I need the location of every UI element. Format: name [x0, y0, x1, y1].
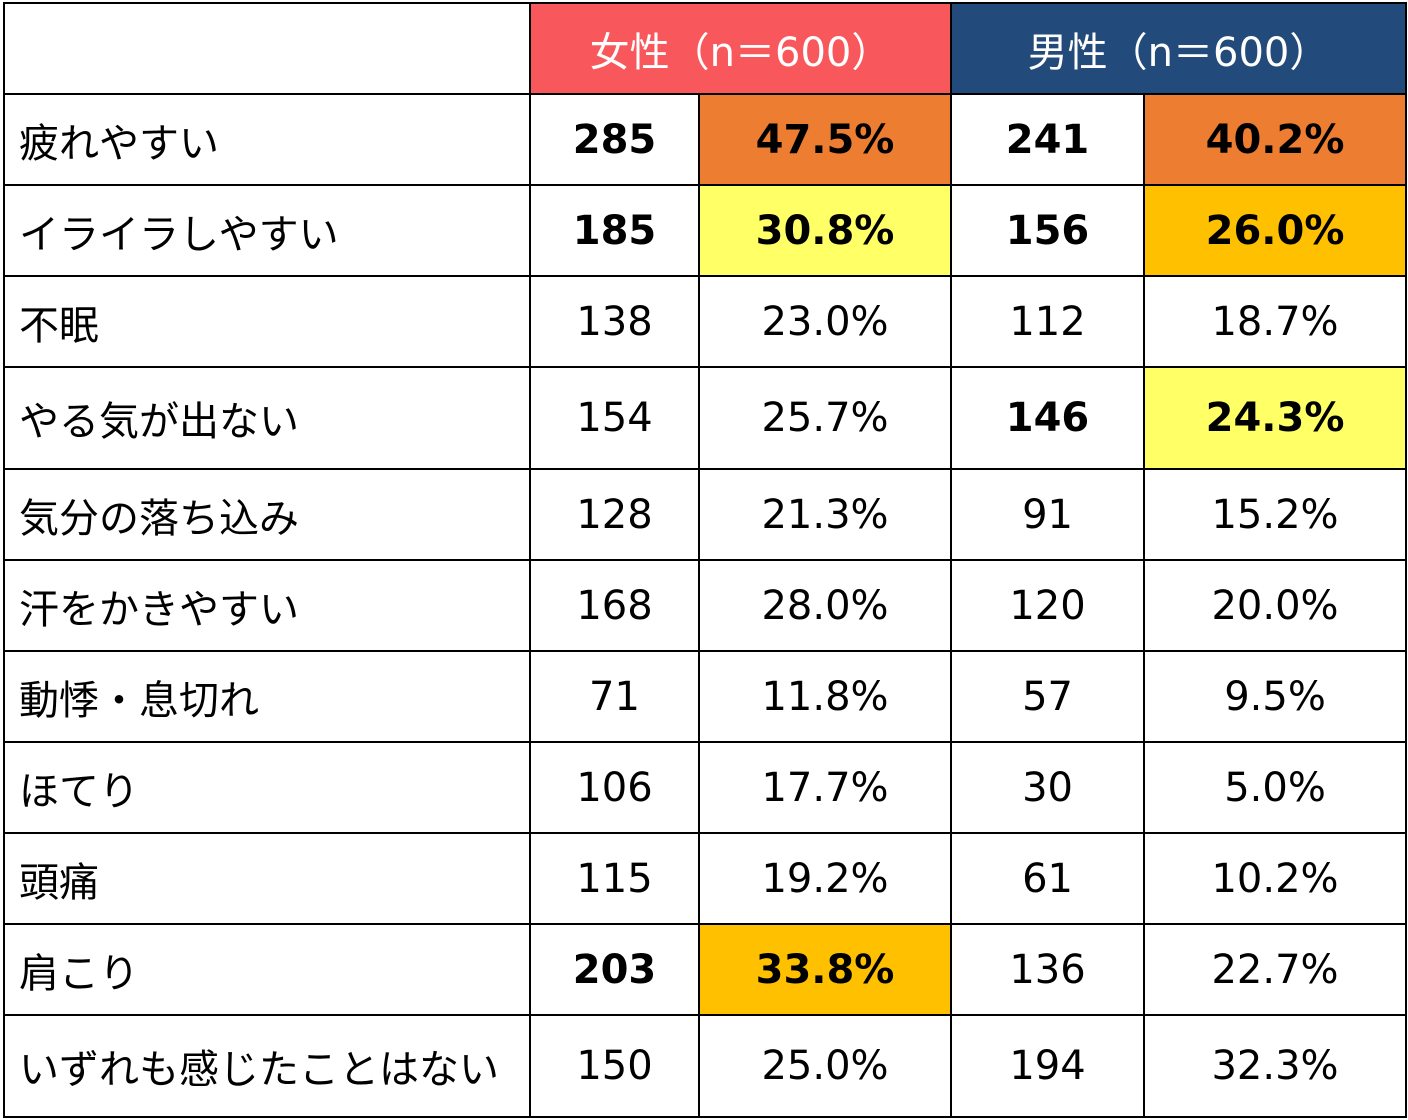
table-row: ほてり 106 17.7% 30 5.0%	[3, 741, 1408, 834]
female-count: 128	[529, 468, 700, 561]
female-count: 138	[529, 275, 700, 368]
male-percent: 9.5%	[1143, 650, 1408, 743]
table-row: 汗をかきやすい 168 28.0% 120 20.0%	[3, 559, 1408, 652]
female-percent: 21.3%	[697, 468, 953, 561]
female-count: 285	[529, 93, 700, 186]
symptom-label: いずれも感じたことはない	[3, 1014, 531, 1118]
female-count: 150	[529, 1014, 700, 1118]
male-count: 194	[950, 1014, 1146, 1118]
symptom-label: やる気が出ない	[3, 366, 531, 470]
female-percent: 11.8%	[697, 650, 953, 743]
table-row: やる気が出ない 154 25.7% 146 24.3%	[3, 366, 1408, 470]
female-percent: 30.8%	[697, 184, 953, 277]
female-percent: 25.0%	[697, 1014, 953, 1118]
female-count: 115	[529, 832, 700, 925]
female-percent: 47.5%	[697, 93, 953, 186]
male-count: 146	[950, 366, 1146, 470]
male-count: 61	[950, 832, 1146, 925]
header-row: 女性（n＝600） 男性（n＝600）	[3, 2, 1408, 95]
symptom-label: イライラしやすい	[3, 184, 531, 277]
table-row: 動悸・息切れ 71 11.8% 57 9.5%	[3, 650, 1408, 743]
table-row: 気分の落ち込み 128 21.3% 91 15.2%	[3, 468, 1408, 561]
female-count: 106	[529, 741, 700, 834]
male-percent: 40.2%	[1143, 93, 1408, 186]
table-row: 不眠 138 23.0% 112 18.7%	[3, 275, 1408, 368]
table-row: イライラしやすい 185 30.8% 156 26.0%	[3, 184, 1408, 277]
table-row: 疲れやすい 285 47.5% 241 40.2%	[3, 93, 1408, 186]
symptom-label: 汗をかきやすい	[3, 559, 531, 652]
symptom-label: 不眠	[3, 275, 531, 368]
female-percent: 25.7%	[697, 366, 953, 470]
male-count: 136	[950, 923, 1146, 1016]
symptom-label: 動悸・息切れ	[3, 650, 531, 743]
male-percent: 10.2%	[1143, 832, 1408, 925]
male-count: 241	[950, 93, 1146, 186]
female-percent: 23.0%	[697, 275, 953, 368]
male-count: 91	[950, 468, 1146, 561]
male-percent: 5.0%	[1143, 741, 1408, 834]
male-percent: 32.3%	[1143, 1014, 1408, 1118]
symptom-label: 頭痛	[3, 832, 531, 925]
female-count: 154	[529, 366, 700, 470]
table-row: 頭痛 115 19.2% 61 10.2%	[3, 832, 1408, 925]
male-header: 男性（n＝600）	[950, 2, 1408, 95]
male-percent: 18.7%	[1143, 275, 1408, 368]
male-count: 112	[950, 275, 1146, 368]
male-count: 120	[950, 559, 1146, 652]
female-count: 185	[529, 184, 700, 277]
female-percent: 28.0%	[697, 559, 953, 652]
male-percent: 22.7%	[1143, 923, 1408, 1016]
table-row: いずれも感じたことはない 150 25.0% 194 32.3%	[3, 1014, 1408, 1118]
male-percent: 26.0%	[1143, 184, 1408, 277]
female-percent: 33.8%	[697, 923, 953, 1016]
male-count: 57	[950, 650, 1146, 743]
male-percent: 20.0%	[1143, 559, 1408, 652]
symptom-label: 肩こり	[3, 923, 531, 1016]
female-count: 203	[529, 923, 700, 1016]
female-header: 女性（n＝600）	[528, 2, 953, 95]
female-count: 168	[529, 559, 700, 652]
female-percent: 17.7%	[697, 741, 953, 834]
table-body: 女性（n＝600） 男性（n＝600） 疲れやすい 285 47.5% 241 40.2…	[3, 2, 1408, 1118]
symptom-label: ほてり	[3, 741, 531, 834]
symptom-table: 女性（n＝600） 男性（n＝600） 疲れやすい 285 47.5% 241 40.2…	[3, 2, 1408, 1118]
male-count: 30	[950, 741, 1146, 834]
table-row: 肩こり 203 33.8% 136 22.7%	[3, 923, 1408, 1016]
symptom-label: 気分の落ち込み	[3, 468, 531, 561]
symptom-label: 疲れやすい	[3, 93, 531, 186]
male-percent: 15.2%	[1143, 468, 1408, 561]
female-percent: 19.2%	[697, 832, 953, 925]
male-count: 156	[950, 184, 1146, 277]
male-percent: 24.3%	[1143, 366, 1408, 470]
header-blank-cell	[3, 2, 531, 95]
female-count: 71	[529, 650, 700, 743]
